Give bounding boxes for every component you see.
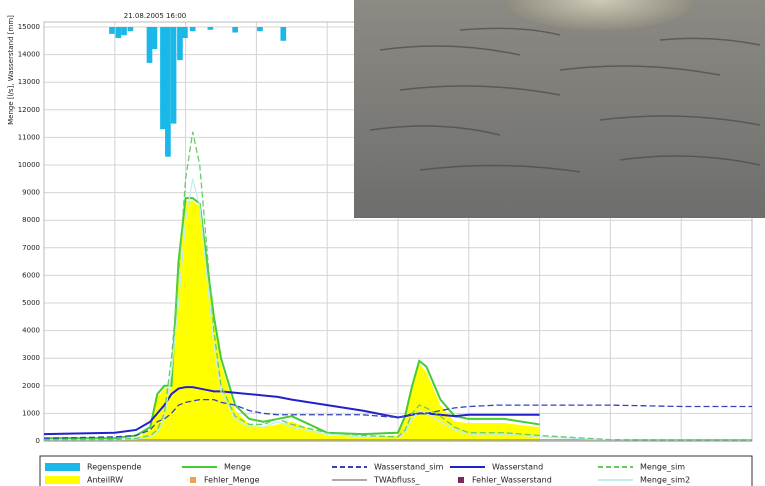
- rain-bar: [182, 27, 188, 38]
- legend-swatch: [45, 463, 80, 471]
- rain-bar: [165, 27, 171, 157]
- photo-overlay: [354, 0, 765, 218]
- legend-swatch: [190, 477, 196, 483]
- rain-bar: [257, 27, 263, 31]
- rain-bar: [128, 27, 134, 31]
- area: [44, 201, 540, 441]
- line: [44, 198, 540, 438]
- rain-bar: [152, 27, 158, 49]
- rain-bar: [232, 27, 238, 33]
- legend-label: Menge_sim: [640, 463, 685, 472]
- legend-label: Menge: [224, 463, 251, 472]
- chart: 0 1000 2000 3000 4000 5000 6000 7000 8000 9000 100…: [0, 0, 765, 486]
- y-tick-label: 3000: [22, 354, 40, 362]
- y-tick-label: 7000: [22, 244, 40, 252]
- y-tick-label: 5000: [22, 299, 40, 307]
- y-tick-label: 10000: [18, 161, 40, 169]
- legend-label: Wasserstand_sim: [374, 463, 444, 472]
- y-axis-label: Menge [l/s], Wasserstand [mm]: [7, 15, 15, 125]
- y-tick-label: 9000: [22, 189, 40, 197]
- legend-label: Regenspende: [87, 463, 142, 472]
- legend: Regenspende AnteilRW Menge Fehler_Menge Wass…: [40, 456, 752, 486]
- y-tick-label: 11000: [18, 133, 40, 141]
- legend-swatch: [458, 477, 464, 483]
- rain-bar: [147, 27, 153, 63]
- y-tick-label: 12000: [18, 106, 40, 114]
- y-tick-label: 6000: [22, 271, 40, 279]
- date-label: 21.08.2005 16:00: [124, 12, 186, 20]
- rain-bar: [171, 27, 177, 124]
- rain-bar: [160, 27, 166, 129]
- y-tick-label: 2000: [22, 382, 40, 390]
- legend-label: Menge_sim2: [640, 476, 690, 485]
- y-tick-label: 1000: [22, 409, 40, 417]
- rain-bar: [177, 27, 183, 60]
- legend-label: Wasserstand: [492, 463, 543, 472]
- y-tick-label: 14000: [18, 51, 40, 59]
- rain-bar: [208, 27, 214, 30]
- legend-swatch: [45, 476, 80, 484]
- y-tick-label: 0: [36, 437, 40, 445]
- legend-label: Fehler_Wasserstand: [472, 476, 552, 485]
- y-tick-label: 8000: [22, 216, 40, 224]
- y-tick-label: 15000: [18, 23, 40, 31]
- y-tick-label: 13000: [18, 78, 40, 86]
- rain-bar: [280, 27, 286, 41]
- legend-label: AnteilRW: [87, 476, 123, 485]
- rain-bar: [109, 27, 115, 34]
- legend-label: Fehler_Menge: [204, 476, 260, 485]
- y-tick-label: 4000: [22, 327, 40, 335]
- rain-bar: [190, 27, 196, 31]
- rain-bar: [116, 27, 122, 38]
- rain-bar: [121, 27, 127, 35]
- legend-label: TWAbfluss_: [373, 476, 420, 485]
